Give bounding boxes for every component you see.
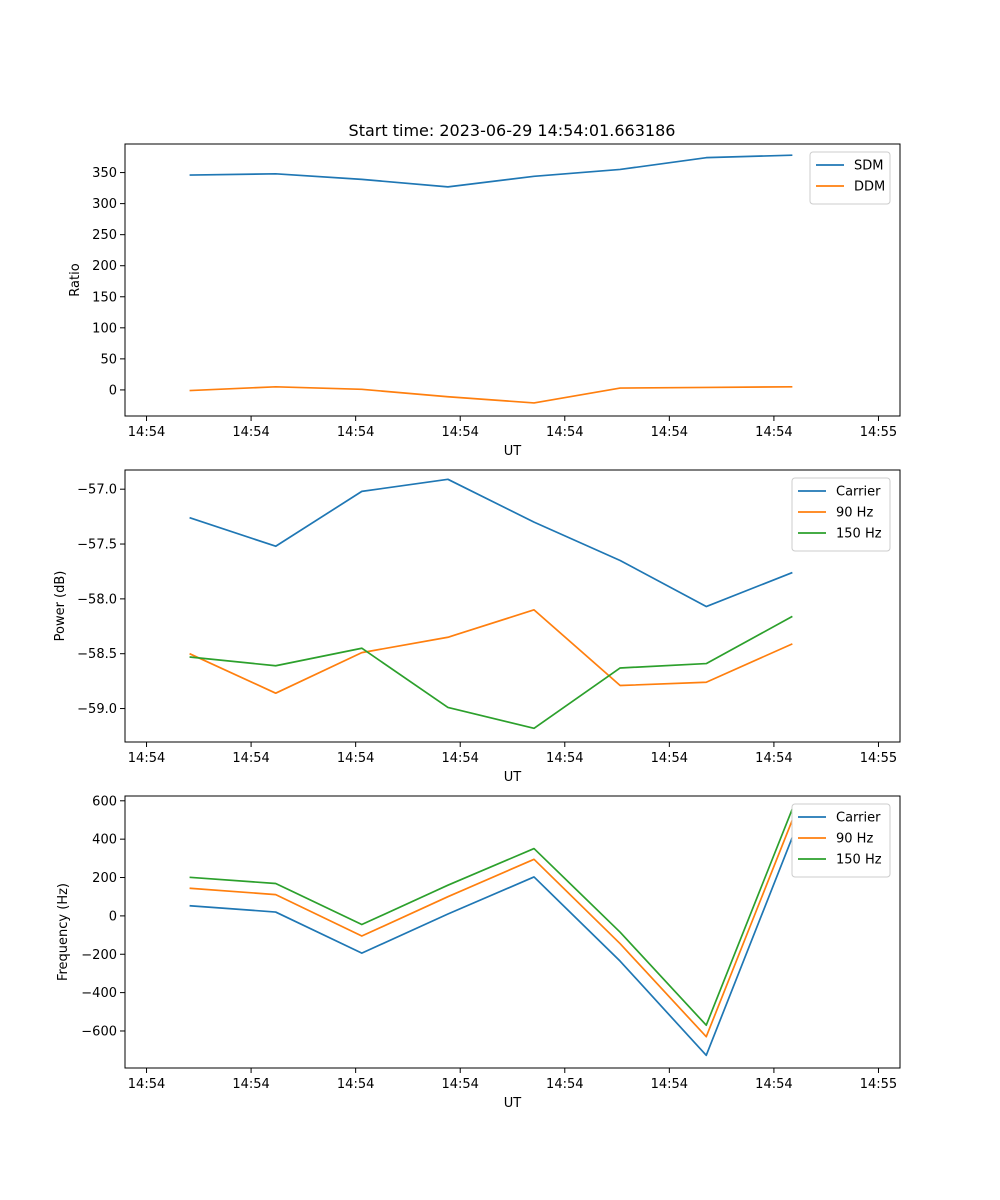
x-axis-label: UT: [504, 770, 522, 785]
y-tick-label: −200: [81, 948, 117, 963]
x-tick-label: 14:54: [651, 751, 688, 766]
y-tick-label: −59.0: [77, 702, 117, 717]
legend-entry: Carrier: [836, 485, 881, 500]
axes-frame: [124, 469, 901, 743]
y-tick-label: 350: [92, 166, 117, 181]
x-tick-label: 14:54: [232, 425, 269, 440]
x-tick-label: 14:54: [441, 425, 478, 440]
x-tick-label: 14:54: [546, 1077, 583, 1092]
x-tick-label: 14:54: [128, 1077, 165, 1092]
x-tick-label: 14:54: [232, 1077, 269, 1092]
x-tick-label: 14:54: [337, 425, 374, 440]
y-tick-label: −600: [81, 1024, 117, 1039]
y-axis-label: Frequency (Hz): [56, 883, 71, 981]
x-axis-label: UT: [504, 1096, 522, 1111]
y-tick-label: 200: [92, 871, 117, 886]
y-tick-label: 250: [92, 228, 117, 243]
series-line-90-hz: [189, 819, 794, 1038]
series-line-150-hz: [189, 615, 793, 730]
y-tick-label: 200: [92, 259, 117, 274]
x-tick-label: 14:55: [860, 425, 897, 440]
y-tick-label: −58.0: [77, 592, 117, 607]
legend-entry: Carrier: [836, 811, 881, 826]
legend-entry: 150 Hz: [836, 527, 882, 542]
y-axis-label: Ratio: [68, 263, 83, 296]
series-line-90-hz: [189, 608, 793, 695]
chart-panel-1: 14:54 14:54 14:54 14:54 14:54 14:54 14:54 14:55…: [68, 143, 901, 459]
legend-entry: 90 Hz: [836, 506, 873, 521]
axes-frame: [124, 143, 901, 417]
y-tick-label: −57.0: [77, 483, 117, 498]
x-tick-label: 14:54: [546, 751, 583, 766]
x-tick-label: 14:54: [128, 751, 165, 766]
series-line-150-hz: [189, 808, 794, 1027]
x-tick-label: 14:54: [651, 425, 688, 440]
x-tick-label: 14:54: [337, 1077, 374, 1092]
chart-panel-3: 14:54 14:54 14:54 14:54 14:54 14:54 14:54 14:55…: [56, 794, 901, 1111]
chart-panel-2: 14:54 14:54 14:54 14:54 14:54 14:54 14:54 14:55…: [53, 469, 901, 785]
y-tick-label: −400: [81, 986, 117, 1001]
series-line-carrier: [189, 478, 793, 608]
y-tick-label: 400: [92, 833, 117, 848]
x-tick-label: 14:55: [860, 1077, 897, 1092]
x-tick-label: 14:54: [755, 751, 792, 766]
legend: SDM DDM: [809, 151, 891, 205]
chart-panels: 14:54 14:54 14:54 14:54 14:54 14:54 14:54 14:55…: [53, 143, 901, 1111]
y-tick-label: 0: [109, 909, 117, 924]
y-tick-label: 100: [92, 321, 117, 336]
x-tick-label: 14:54: [441, 751, 478, 766]
y-tick-label: 300: [92, 197, 117, 212]
legend-entry: 150 Hz: [836, 853, 882, 868]
x-tick-label: 14:54: [441, 1077, 478, 1092]
y-axis-label: Power (dB): [53, 571, 68, 642]
y-tick-label: 600: [92, 794, 117, 809]
legend: Carrier 90 Hz 150 Hz: [791, 803, 891, 878]
x-tick-label: 14:54: [651, 1077, 688, 1092]
x-tick-label: 14:54: [546, 425, 583, 440]
series-line-sdm: [189, 154, 793, 188]
y-tick-label: −58.5: [77, 647, 117, 662]
x-tick-label: 14:54: [128, 425, 165, 440]
legend-entry: 90 Hz: [836, 832, 873, 847]
series-line-ddm: [189, 385, 793, 404]
legend-entry: SDM: [854, 159, 883, 174]
legend-entry: DDM: [854, 180, 885, 195]
axes-frame: [124, 795, 901, 1069]
x-tick-label: 14:54: [755, 1077, 792, 1092]
x-tick-label: 14:54: [232, 751, 269, 766]
x-tick-label: 14:54: [337, 751, 374, 766]
y-tick-label: 150: [92, 290, 117, 305]
figure-title: Start time: 2023-06-29 14:54:01.663186: [349, 121, 676, 140]
y-tick-label: 0: [109, 383, 117, 398]
x-axis-label: UT: [504, 444, 522, 459]
x-tick-label: 14:55: [860, 751, 897, 766]
y-tick-label: −57.5: [77, 538, 117, 553]
series-line-carrier: [189, 836, 794, 1057]
legend: Carrier 90 Hz 150 Hz: [791, 477, 891, 552]
y-tick-label: 50: [100, 352, 117, 367]
x-tick-label: 14:54: [755, 425, 792, 440]
